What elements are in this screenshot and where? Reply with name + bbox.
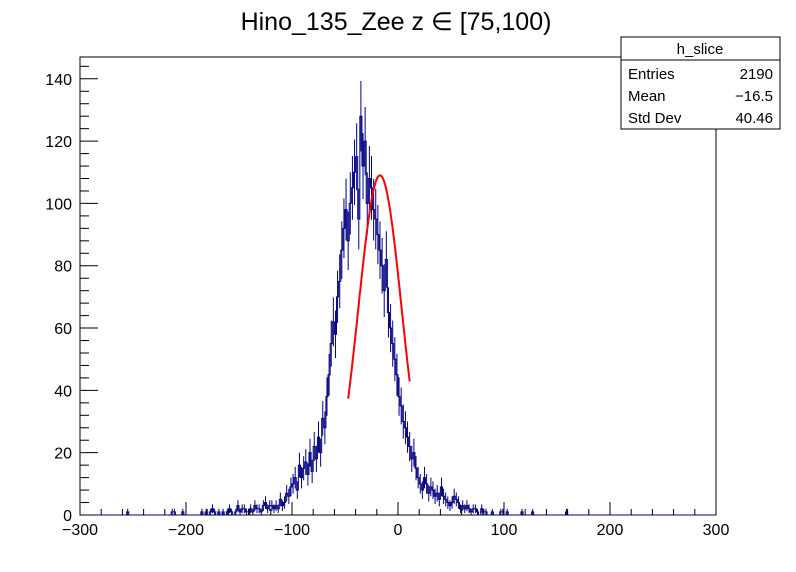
fit-curve — [347, 174, 411, 399]
stats-box-name: h_slice — [677, 41, 724, 58]
stats-stddev-value: 40.46 — [735, 110, 773, 127]
x-tick-label: 200 — [597, 522, 624, 539]
x-tick-label: 0 — [394, 522, 403, 539]
stats-mean-label: Mean — [628, 88, 666, 105]
y-tick-label: 60 — [54, 321, 72, 338]
x-tick-label: −200 — [168, 522, 204, 539]
y-tick-label: 0 — [63, 508, 72, 525]
y-tick-label: 140 — [45, 72, 72, 89]
y-tick-label: 80 — [54, 259, 72, 276]
histogram-series — [80, 80, 716, 516]
stats-entries-value: 2190 — [740, 66, 773, 83]
stats-mean-value: −16.5 — [735, 88, 773, 105]
stats-box: h_slice Entries 2190 Mean −16.5 Std Dev … — [620, 36, 781, 130]
y-tick-label: 120 — [45, 134, 72, 151]
x-tick-label: −300 — [62, 522, 98, 539]
x-tick-label: 100 — [491, 522, 518, 539]
histogram-outline — [80, 115, 716, 516]
y-tick-label: 100 — [45, 196, 72, 213]
stats-entries-label: Entries — [628, 66, 675, 83]
fit-line — [347, 174, 411, 399]
x-tick-label: 300 — [703, 522, 730, 539]
chart-title: Hino_135_Zee z ∈ [75,100) — [241, 8, 552, 36]
axes: −300 −200 −100 0 100 200 300 0 20 40 60 80 100 120 140 — [45, 65, 730, 539]
y-tick-label: 40 — [54, 383, 72, 400]
x-tick-label: −100 — [274, 522, 310, 539]
y-tick-label: 20 — [54, 446, 72, 463]
stats-box-frame — [620, 36, 781, 130]
stats-stddev-label: Std Dev — [628, 110, 682, 127]
